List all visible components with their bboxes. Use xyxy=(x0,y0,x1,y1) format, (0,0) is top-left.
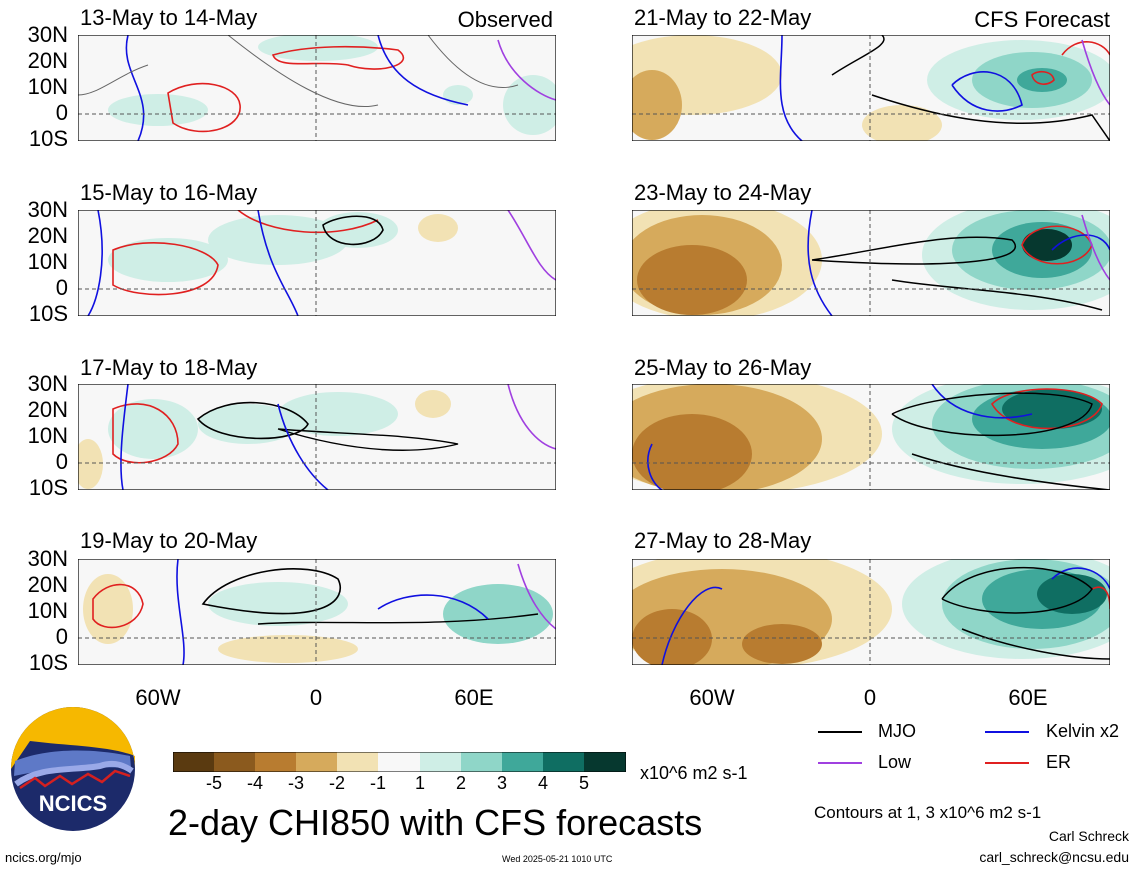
lon-label: 60E xyxy=(1008,685,1048,710)
ncics-logo: NCICS xyxy=(11,707,135,831)
map-panel xyxy=(78,384,556,490)
timestamp: Wed 2025-05-21 1010 UTC xyxy=(502,854,613,864)
legend-low: Low xyxy=(878,752,912,772)
author: Carl Schreck xyxy=(1048,828,1129,844)
lat-label: 10S xyxy=(28,475,68,500)
legend-mjo: MJO xyxy=(878,721,916,741)
map-panel xyxy=(632,384,1110,490)
lat-label: 10N xyxy=(27,249,68,274)
lat-label: 0 xyxy=(55,624,68,649)
panel-title: 15-May to 16-May xyxy=(80,180,258,205)
main-title: 2-day CHI850 with CFS forecasts xyxy=(168,802,703,843)
panel-title: 13-May to 14-May xyxy=(80,5,258,30)
map-panel xyxy=(632,210,1110,316)
colorbar-tick: -1 xyxy=(369,773,386,793)
lon-label: 60W xyxy=(689,685,735,710)
lon-label: 0 xyxy=(863,685,877,710)
lat-label: 10S xyxy=(28,126,68,151)
lat-label: 10S xyxy=(28,301,68,326)
panel-title: 25-May to 26-May xyxy=(634,355,812,380)
colorbar-tick: -4 xyxy=(246,773,263,793)
lat-label: 10N xyxy=(27,423,68,448)
colorbar-tick: -5 xyxy=(205,773,222,793)
panel-title: 23-May to 24-May xyxy=(634,180,812,205)
lon-label: 60W xyxy=(135,685,181,710)
low-line-swatch xyxy=(818,762,862,764)
colorbar-tick: -2 xyxy=(328,773,345,793)
lat-label: 10S xyxy=(28,650,68,675)
contour-note: Contours at 1, 3 x10^6 m2 s-1 xyxy=(814,803,1042,822)
panel-title: 27-May to 28-May xyxy=(634,528,812,553)
lat-label: 10N xyxy=(27,598,68,623)
lat-label: 20N xyxy=(27,397,68,422)
map-panel xyxy=(78,35,556,141)
logo-text: NCICS xyxy=(39,791,107,816)
lat-label: 0 xyxy=(55,449,68,474)
map-panel xyxy=(78,210,556,316)
lat-label: 20N xyxy=(27,223,68,248)
colorbar-tick: 5 xyxy=(578,773,589,793)
colorbar-tick: 4 xyxy=(537,773,548,793)
map-panel xyxy=(78,559,556,665)
colorbar-tick: -3 xyxy=(287,773,304,793)
lon-label: 60E xyxy=(454,685,494,710)
lat-label: 20N xyxy=(27,572,68,597)
lon-label: 0 xyxy=(309,685,323,710)
er-line-swatch xyxy=(985,762,1029,764)
legend-kelvin: Kelvin x2 xyxy=(1046,721,1120,741)
author-email: carl_schreck@ncsu.edu xyxy=(979,849,1129,865)
mjo-line-swatch xyxy=(818,731,862,733)
map-panel xyxy=(632,559,1110,665)
panel-tag-observed: Observed xyxy=(457,7,553,32)
site-url: ncics.org/mjo xyxy=(5,850,82,865)
panel-title: 21-May to 22-May xyxy=(634,5,812,30)
legend-er: ER xyxy=(1046,752,1072,772)
lat-label: 0 xyxy=(55,100,68,125)
lat-label: 30N xyxy=(27,197,68,222)
lat-label: 30N xyxy=(27,371,68,396)
lat-label: 20N xyxy=(27,48,68,73)
colorbar-unit: x10^6 m2 s-1 xyxy=(640,763,748,783)
colorbar-tick: 2 xyxy=(455,773,466,793)
panel-tag-forecast: CFS Forecast xyxy=(974,7,1110,32)
colorbar-swatches xyxy=(173,752,626,772)
panel-title: 17-May to 18-May xyxy=(80,355,258,380)
lat-label: 10N xyxy=(27,74,68,99)
lat-label: 30N xyxy=(27,22,68,47)
map-panel xyxy=(632,35,1110,141)
lat-label: 0 xyxy=(55,275,68,300)
colorbar-tick: 3 xyxy=(496,773,507,793)
colorbar-tick: 1 xyxy=(414,773,425,793)
panel-title: 19-May to 20-May xyxy=(80,528,258,553)
kelvin-line-swatch xyxy=(985,731,1029,733)
lat-label: 30N xyxy=(27,546,68,571)
